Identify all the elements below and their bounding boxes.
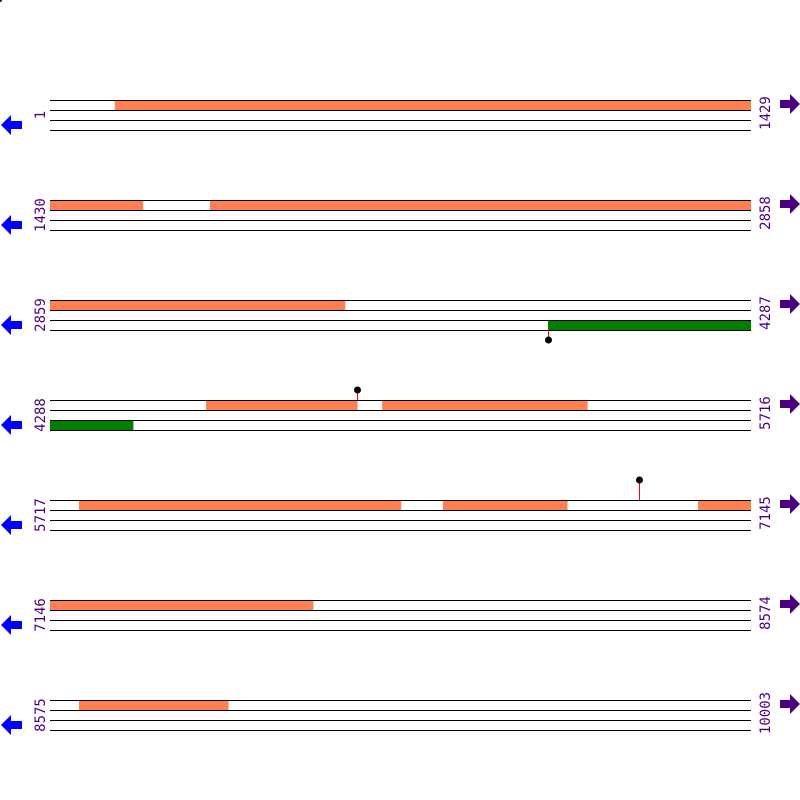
top-strand-feature[interactable]	[78, 700, 229, 710]
top-strand-feature[interactable]	[205, 400, 358, 410]
top-strand-feature[interactable]	[50, 600, 314, 610]
top-strand-feature[interactable]	[78, 500, 402, 510]
top-strand-feature[interactable]	[442, 500, 568, 510]
map-row: 5717 7145	[1, 476, 800, 535]
row-end-label: 2858	[758, 196, 774, 230]
marker-head[interactable]	[545, 336, 552, 344]
top-strand-feature[interactable]	[382, 400, 588, 410]
top-strand-feature[interactable]	[114, 100, 751, 110]
map-row: 1430 2858	[1, 194, 800, 235]
row-end-label: 4287	[758, 296, 774, 330]
bottom-strand-feature[interactable]	[547, 320, 751, 330]
arrow-right-icon[interactable]	[780, 294, 800, 314]
top-strand-feature[interactable]	[209, 200, 751, 210]
row-end-label: 8574	[758, 596, 774, 630]
row-end-label: 5716	[758, 396, 774, 430]
map-row: 2859 4287	[1, 294, 800, 344]
arrow-left-icon[interactable]	[1, 715, 22, 735]
map-row: 7146 8574	[1, 594, 800, 635]
arrow-right-icon[interactable]	[780, 194, 800, 214]
top-strand-feature[interactable]	[698, 500, 751, 510]
row-start-label: 1430	[33, 198, 49, 232]
map-row: 1 1429	[1, 94, 800, 135]
arrow-right-icon[interactable]	[780, 394, 800, 414]
marker-head[interactable]	[636, 476, 643, 484]
arrow-right-icon[interactable]	[780, 594, 800, 614]
top-strand-feature[interactable]	[50, 200, 144, 210]
arrow-right-icon[interactable]	[780, 94, 800, 114]
arrow-left-icon[interactable]	[1, 615, 22, 635]
marker-head[interactable]	[354, 386, 361, 394]
arrow-left-icon[interactable]	[1, 415, 22, 435]
row-start-label: 2859	[33, 298, 49, 332]
arrow-right-icon[interactable]	[780, 694, 800, 714]
bottom-strand-feature[interactable]	[50, 420, 134, 430]
corner-dot	[0, 0, 2, 2]
row-start-label: 4288	[33, 398, 49, 432]
arrow-left-icon[interactable]	[1, 115, 22, 135]
row-start-label: 7146	[33, 598, 49, 632]
map-row: 4288 5716	[1, 386, 800, 435]
row-end-label: 7145	[758, 496, 774, 530]
arrow-left-icon[interactable]	[1, 315, 22, 335]
row-start-label: 8575	[33, 698, 49, 732]
top-strand-feature[interactable]	[50, 300, 346, 310]
arrow-left-icon[interactable]	[1, 215, 22, 235]
row-end-label: 1429	[758, 96, 774, 130]
map-row: 8575 10003	[1, 692, 800, 735]
arrow-right-icon[interactable]	[780, 494, 800, 514]
row-start-label: 5717	[33, 498, 49, 532]
arrow-left-icon[interactable]	[1, 515, 22, 535]
row-start-label: 1	[33, 111, 49, 119]
row-end-label: 10003	[758, 692, 774, 734]
